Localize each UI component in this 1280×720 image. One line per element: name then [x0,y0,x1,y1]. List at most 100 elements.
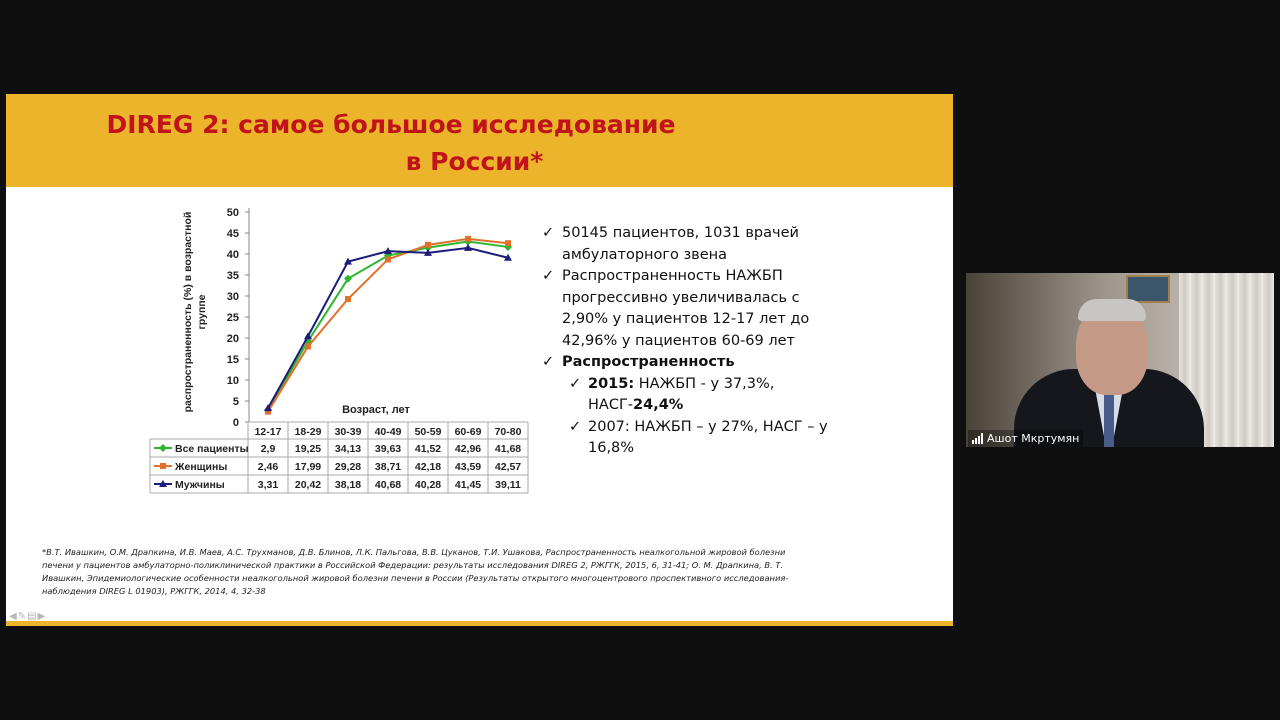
data-label: 20,42 [295,479,321,491]
data-label: 39,63 [375,443,401,455]
participant-name-label: Ашот Мкртумян [968,430,1084,447]
legend-label: Все пациенты [175,443,249,455]
bullet-list: ✓ 50145 пациентов, 1031 врачей амбулаторн… [542,223,832,460]
sub-bullet-item: ✓ 2015: НАЖБП - у 37,3%, НАСГ-24,4% [569,374,832,417]
data-label: 3,31 [258,479,279,491]
forward-arrow-icon[interactable]: ▶ [37,611,47,622]
bullet-item: ✓ 50145 пациентов, 1031 врачей амбулаторн… [542,223,832,266]
y-tick-label: 30 [227,291,239,303]
category-label: 18-29 [295,426,322,438]
series-line [267,246,509,409]
data-point-marker [425,241,431,248]
slide-title-line2: в России* [405,147,544,176]
data-label: 41,52 [415,443,441,455]
data-label: 40,68 [375,479,401,491]
data-label: 41,45 [455,479,481,491]
x-axis-label: Возраст, лет [342,404,410,416]
bullet-item: ✓ Распространенность НАЖБП прогрессивно у… [542,266,832,352]
y-tick-label: 15 [227,354,239,366]
data-label: 29,28 [335,461,361,473]
data-point-marker [344,274,352,283]
sub-bullet-text: НАЖБП - у 37,3%, НАСГ- [588,375,775,414]
data-point-marker [465,235,471,242]
data-point-marker [344,257,352,265]
slide-title-line1: DIREG 2: самое большое исследование [106,110,676,139]
presentation-slide: DIREG 2: самое большое исследование в Ро… [6,94,953,626]
bullet-text: Распространенность [562,354,735,370]
checkmark-icon: ✓ [542,225,555,241]
pen-icon[interactable]: ✎ [17,611,28,622]
y-tick-label: 45 [227,228,239,240]
data-point-marker [385,256,391,263]
data-label: 2,46 [258,461,279,473]
data-point-marker [345,296,351,303]
category-label: 12-17 [255,426,282,438]
participant-tie [1104,395,1114,447]
category-label: 60-69 [455,426,482,438]
y-tick-label: 50 [227,207,239,219]
bullet-item: ✓ Распространенность [542,352,832,374]
slide-title: DIREG 2: самое большое исследование в Ро… [6,106,953,180]
data-point-marker [505,240,511,247]
legend-marker [159,444,167,452]
participant-hair [1078,299,1146,321]
y-tick-label: 25 [227,312,239,324]
data-point-marker [504,253,512,261]
data-label: 42,18 [415,461,441,473]
slideshow-controls[interactable]: ◀✎▤▶ [9,611,46,622]
bullet-text: Распространенность НАЖБП прогрессивно ув… [562,268,810,349]
slide-bottom-band [6,621,953,626]
sub-bullet-year: 2015: [588,375,635,392]
slides-icon[interactable]: ▤ [27,611,38,622]
legend-marker [160,463,166,469]
sub-bullet-item: ✓ 2007: НАЖБП – у 27%, НАСГ – у 16,8% [569,417,832,460]
data-label: 19,25 [295,443,321,455]
y-tick-label: 35 [227,270,239,282]
y-tick-label: 20 [227,333,239,345]
data-point-marker [305,343,311,350]
participant-name: Ашот Мкртумян [987,432,1080,445]
data-label: 17,99 [295,461,321,473]
data-label: 42,57 [495,461,521,473]
data-label: 34,13 [335,443,361,455]
category-label: 40-49 [375,426,402,438]
y-axis-label: распространенность (%) в возрастной групп… [182,212,208,413]
series-line [267,240,509,411]
back-arrow-icon[interactable]: ◀ [9,611,18,622]
category-label: 30-39 [335,426,362,438]
sub-bullet-value: 24,4% [633,397,684,413]
data-label: 38,18 [335,479,361,491]
data-point-marker [384,247,392,255]
checkmark-icon: ✓ [569,418,582,435]
y-tick-label: 0 [233,417,239,429]
prevalence-line-chart: 0 5 10 15 20 25 30 35 40 45 50 распространенность (… [149,207,529,494]
data-label: 2,9 [261,443,276,455]
data-point-marker [265,408,271,415]
data-label: 39,11 [495,479,521,491]
data-point-marker [304,332,312,340]
data-point-marker [264,404,272,412]
data-label: 38,71 [375,461,401,473]
checkmark-icon: ✓ [542,354,555,370]
data-label: 41,68 [495,443,521,455]
y-tick-label: 10 [227,375,239,387]
checkmark-icon: ✓ [569,375,582,392]
data-label: 42,96 [455,443,481,455]
legend-marker [159,480,167,487]
data-label: 40,28 [415,479,441,491]
category-label: 70-80 [495,426,522,438]
y-tick-label: 5 [233,396,239,408]
slide-header-band [6,94,953,187]
data-label: 43,59 [455,461,481,473]
signal-bars-icon [972,433,983,444]
participant-video-tile[interactable]: Ашот Мкртумян [966,273,1274,447]
category-label: 50-59 [415,426,442,438]
sub-bullet-text: 2007: НАЖБП – у 27%, НАСГ – у 16,8% [588,418,828,457]
y-tick-label: 40 [227,249,239,261]
data-point-marker [464,243,472,251]
series-line [267,237,509,413]
data-point-marker [424,248,432,256]
wall-picture [1126,275,1170,303]
legend-label: Женщины [174,461,227,473]
slide-footnote: *В.Т. Ивашкин, О.М. Драпкина, И.В. Маев,… [42,547,789,596]
